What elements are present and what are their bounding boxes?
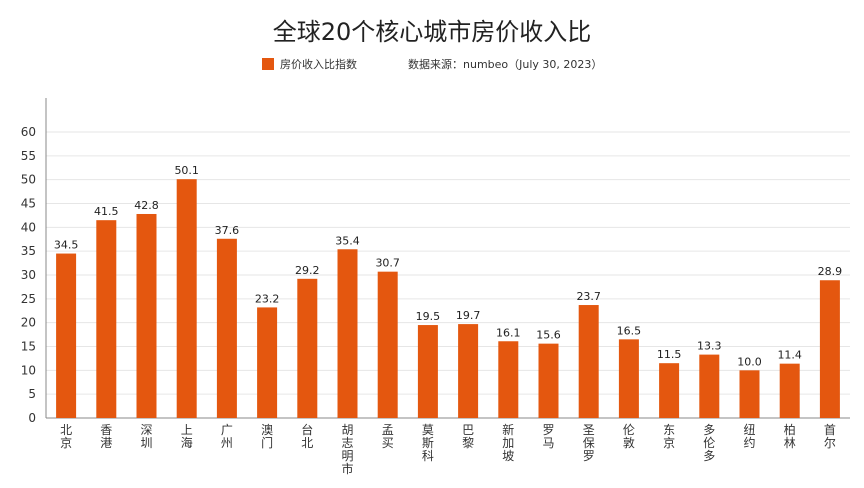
y-tick-label: 40 [21,220,36,234]
category-labels: 北京 香港 深圳 上海 广州 澳门 台北 胡志明市 孟买 莫斯科 巴黎 新加坡 罗马 圣保罗 伦敦 东京 多伦多… [60,422,836,476]
category-label: 台北 [301,422,313,450]
data-label: 15.6 [536,329,561,342]
data-label: 50.1 [174,164,199,177]
category-label: 新加坡 [502,422,514,463]
y-tick-label: 60 [21,125,36,139]
category-label: 莫斯科 [422,423,434,463]
y-tick-label: 0 [28,411,36,425]
bar [458,324,479,418]
bar [779,363,800,418]
data-label: 29.2 [295,264,320,277]
data-label: 37.6 [215,224,240,237]
legend-label: 房价收入比指数 [280,57,357,71]
data-label: 28.9 [818,265,843,278]
category-label: 东京 [663,423,675,450]
category-label: 香港 [100,423,112,450]
bar [699,354,720,418]
source-note: 数据来源：numbeo（July 30, 2023） [408,57,602,71]
category-label: 圣保罗 [583,423,595,463]
legend: 房价收入比指数 数据来源：numbeo（July 30, 2023） [262,57,602,71]
y-tick-label: 35 [21,244,36,258]
y-tick-label: 20 [21,316,36,330]
category-label: 多伦多 [703,423,715,463]
bar [578,305,599,418]
y-axis-ticks: 0 5 10 15 20 25 30 35 40 45 50 55 60 [21,125,36,425]
bar [56,253,77,418]
data-label: 10.0 [737,355,762,368]
data-label: 41.5 [94,205,119,218]
data-label: 19.7 [456,309,481,322]
data-label: 35.4 [335,234,360,247]
y-tick-label: 15 [21,340,36,354]
category-label: 柏林 [784,422,796,450]
bar [417,325,438,418]
data-label: 34.5 [54,239,79,252]
category-label: 巴黎 [462,423,474,450]
category-label: 澳门 [261,423,273,450]
bar [377,271,398,418]
data-label: 16.5 [617,324,642,337]
data-label: 13.3 [697,340,722,353]
category-label: 上海 [181,423,193,450]
bar [257,307,278,418]
bar [659,363,680,418]
data-labels: 34.5 41.5 42.8 50.1 37.6 23.2 29.2 35.4 30.7 19.5… [54,164,842,368]
category-label: 首尔 [824,423,836,450]
category-label: 胡志明市 [341,423,353,476]
bars [56,179,840,418]
bar [618,339,639,418]
y-tick-label: 50 [21,173,36,187]
data-label: 23.2 [255,292,280,305]
data-label: 42.8 [134,199,159,212]
bar [136,213,157,418]
legend-swatch [262,58,274,70]
bar [176,179,197,418]
category-label: 深圳 [140,423,152,450]
bar [538,343,559,418]
bar [216,238,237,418]
data-label: 16.1 [496,326,521,339]
data-label: 11.5 [657,348,682,361]
category-label: 纽约 [743,423,755,450]
y-tick-label: 10 [21,363,36,377]
y-tick-label: 55 [21,149,36,163]
y-tick-label: 25 [21,292,36,306]
category-label: 伦敦 [623,422,635,450]
data-label: 11.4 [777,349,802,362]
bar [739,370,760,418]
data-label: 30.7 [375,257,400,270]
category-label: 孟买 [382,423,394,450]
y-tick-label: 45 [21,197,36,211]
data-label: 23.7 [576,290,601,303]
bar [819,280,840,418]
category-label: 罗马 [542,423,554,450]
chart-title: 全球20个核心城市房价收入比 [273,18,592,46]
category-label: 广州 [221,423,233,450]
grid-lines [46,131,850,395]
category-label: 北京 [60,423,72,450]
bar [498,341,519,418]
bar [297,278,318,418]
y-tick-label: 30 [21,268,36,282]
y-tick-label: 5 [28,387,36,401]
data-label: 19.5 [416,310,441,323]
bar [337,249,358,418]
bar [96,220,117,418]
